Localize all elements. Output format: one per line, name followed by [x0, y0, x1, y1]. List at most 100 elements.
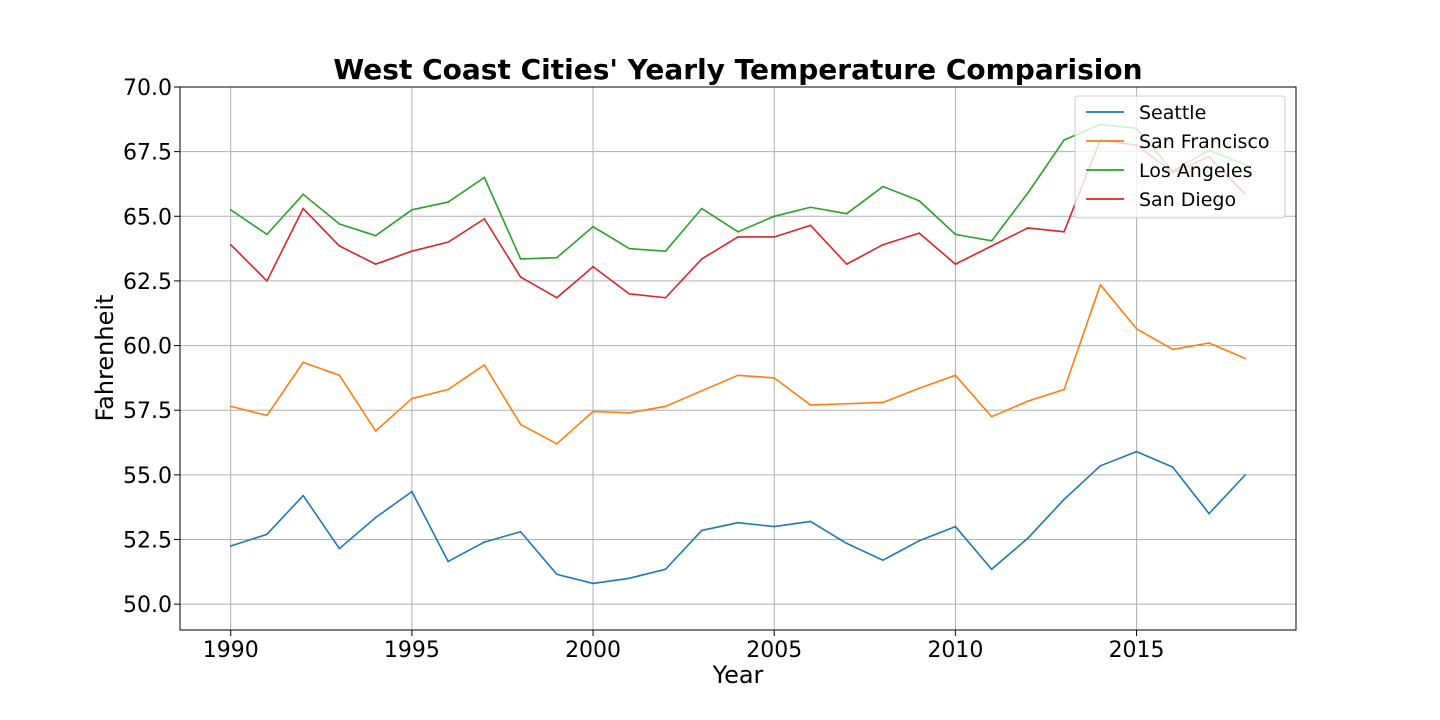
legend-label: Seattle [1139, 102, 1206, 124]
data-point-seattle [628, 577, 631, 580]
data-point-san-francisco [664, 405, 667, 408]
data-point-seattle [592, 582, 594, 585]
data-point-san-francisco [882, 401, 884, 404]
data-point-san-diego [483, 217, 486, 220]
y-tick-label: 65.0 [123, 205, 172, 230]
data-point-seattle [773, 525, 776, 528]
data-point-seattle [229, 545, 232, 547]
legend-item-san-francisco: San Francisco [1086, 131, 1270, 153]
data-point-los-angeles [302, 193, 305, 196]
data-point-san-diego [737, 236, 739, 238]
data-point-los-angeles [700, 207, 703, 210]
data-point-san-diego [592, 265, 594, 268]
x-tick-label: 2010 [927, 638, 983, 663]
data-point-seattle [410, 490, 413, 493]
axis-ticks: 1990 1995 2000 2005 2010 2015 50.0 52.5 55.0 57.5… [123, 76, 1165, 663]
chart-title: West Coast Cities' Yearly Temperature Co… [333, 53, 1142, 86]
y-tick-label: 57.5 [123, 399, 172, 424]
y-tick-label: 67.5 [123, 141, 172, 166]
data-point-los-angeles [845, 212, 848, 215]
data-point-san-francisco [918, 387, 921, 390]
data-point-los-angeles [664, 250, 667, 253]
data-point-seattle [483, 541, 486, 543]
data-point-los-angeles [628, 247, 631, 250]
data-point-san-francisco [1135, 327, 1138, 330]
series-line-san-francisco [230, 284, 1246, 445]
data-point-los-angeles [954, 233, 957, 236]
data-point-san-diego [954, 263, 957, 266]
data-point-san-diego [519, 276, 522, 278]
data-point-seattle [1208, 512, 1210, 515]
data-point-los-angeles [483, 176, 486, 179]
data-point-san-francisco [338, 374, 341, 377]
data-point-san-francisco [1026, 400, 1029, 403]
data-point-san-francisco [990, 415, 993, 418]
data-point-los-angeles [555, 256, 558, 259]
data-point-san-francisco [483, 364, 486, 366]
data-point-seattle [338, 547, 341, 550]
data-point-los-angeles [773, 215, 776, 218]
data-point-los-angeles [1026, 192, 1029, 194]
legend-label: San Diego [1139, 189, 1236, 211]
data-point-los-angeles [519, 258, 522, 260]
x-tick-label: 1995 [384, 638, 440, 663]
data-point-san-francisco [555, 442, 558, 445]
data-point-san-diego [990, 245, 993, 247]
data-point-seattle [447, 560, 450, 563]
legend-label: San Francisco [1139, 131, 1270, 153]
data-point-san-diego [845, 263, 848, 266]
data-point-san-diego [1063, 230, 1066, 233]
data-point-los-angeles [918, 199, 921, 202]
data-point-san-diego [882, 243, 884, 246]
data-point-san-francisco [447, 388, 450, 391]
data-point-los-angeles [592, 225, 594, 228]
data-point-seattle [918, 539, 921, 542]
data-point-seattle [302, 494, 305, 497]
data-point-seattle [954, 525, 957, 528]
series-line-seattle [230, 450, 1246, 585]
legend-label: Los Angeles [1139, 160, 1252, 182]
x-tick-label: 1990 [203, 638, 259, 663]
data-point-seattle [1171, 466, 1174, 468]
data-point-san-francisco [519, 423, 522, 426]
legend-item-san-diego: San Diego [1086, 189, 1236, 211]
data-point-los-angeles [737, 230, 739, 233]
data-point-los-angeles [447, 201, 450, 203]
x-tick-label: 2005 [746, 638, 802, 663]
data-point-seattle [845, 542, 848, 545]
data-point-san-diego [555, 296, 558, 299]
data-point-seattle [1099, 464, 1102, 467]
data-point-seattle [809, 520, 812, 523]
data-point-los-angeles [809, 206, 812, 209]
data-point-seattle [1026, 537, 1029, 540]
data-point-san-francisco [1063, 388, 1066, 391]
series-seattle [229, 450, 1247, 585]
legend-item-seattle: Seattle [1086, 102, 1206, 124]
data-point-san-francisco [628, 411, 631, 414]
data-point-san-francisco [737, 374, 739, 377]
data-point-san-francisco [700, 389, 703, 392]
data-point-seattle [1244, 473, 1247, 476]
data-point-san-diego [338, 245, 341, 247]
y-tick-label: 52.5 [123, 529, 172, 554]
data-point-san-diego [229, 243, 232, 246]
data-point-los-angeles [266, 233, 268, 236]
y-axis-label: Fahrenheit [91, 295, 119, 422]
data-point-san-francisco [410, 397, 413, 400]
data-point-los-angeles [229, 208, 232, 211]
data-point-san-francisco [809, 404, 812, 406]
data-point-san-diego [266, 280, 268, 282]
data-point-los-angeles [990, 239, 993, 242]
y-tick-label: 50.0 [123, 593, 172, 618]
data-point-seattle [1063, 498, 1066, 501]
data-point-san-diego [447, 241, 450, 244]
data-point-los-angeles [338, 223, 341, 225]
legend: Seattle San Francisco Los Angeles San Diego [1074, 95, 1286, 219]
data-point-san-diego [374, 263, 377, 266]
data-point-san-francisco [266, 414, 268, 417]
plot-frame [179, 86, 1297, 631]
data-point-los-angeles [882, 185, 884, 188]
y-tick-label: 60.0 [123, 335, 172, 360]
data-point-san-francisco [229, 405, 232, 408]
